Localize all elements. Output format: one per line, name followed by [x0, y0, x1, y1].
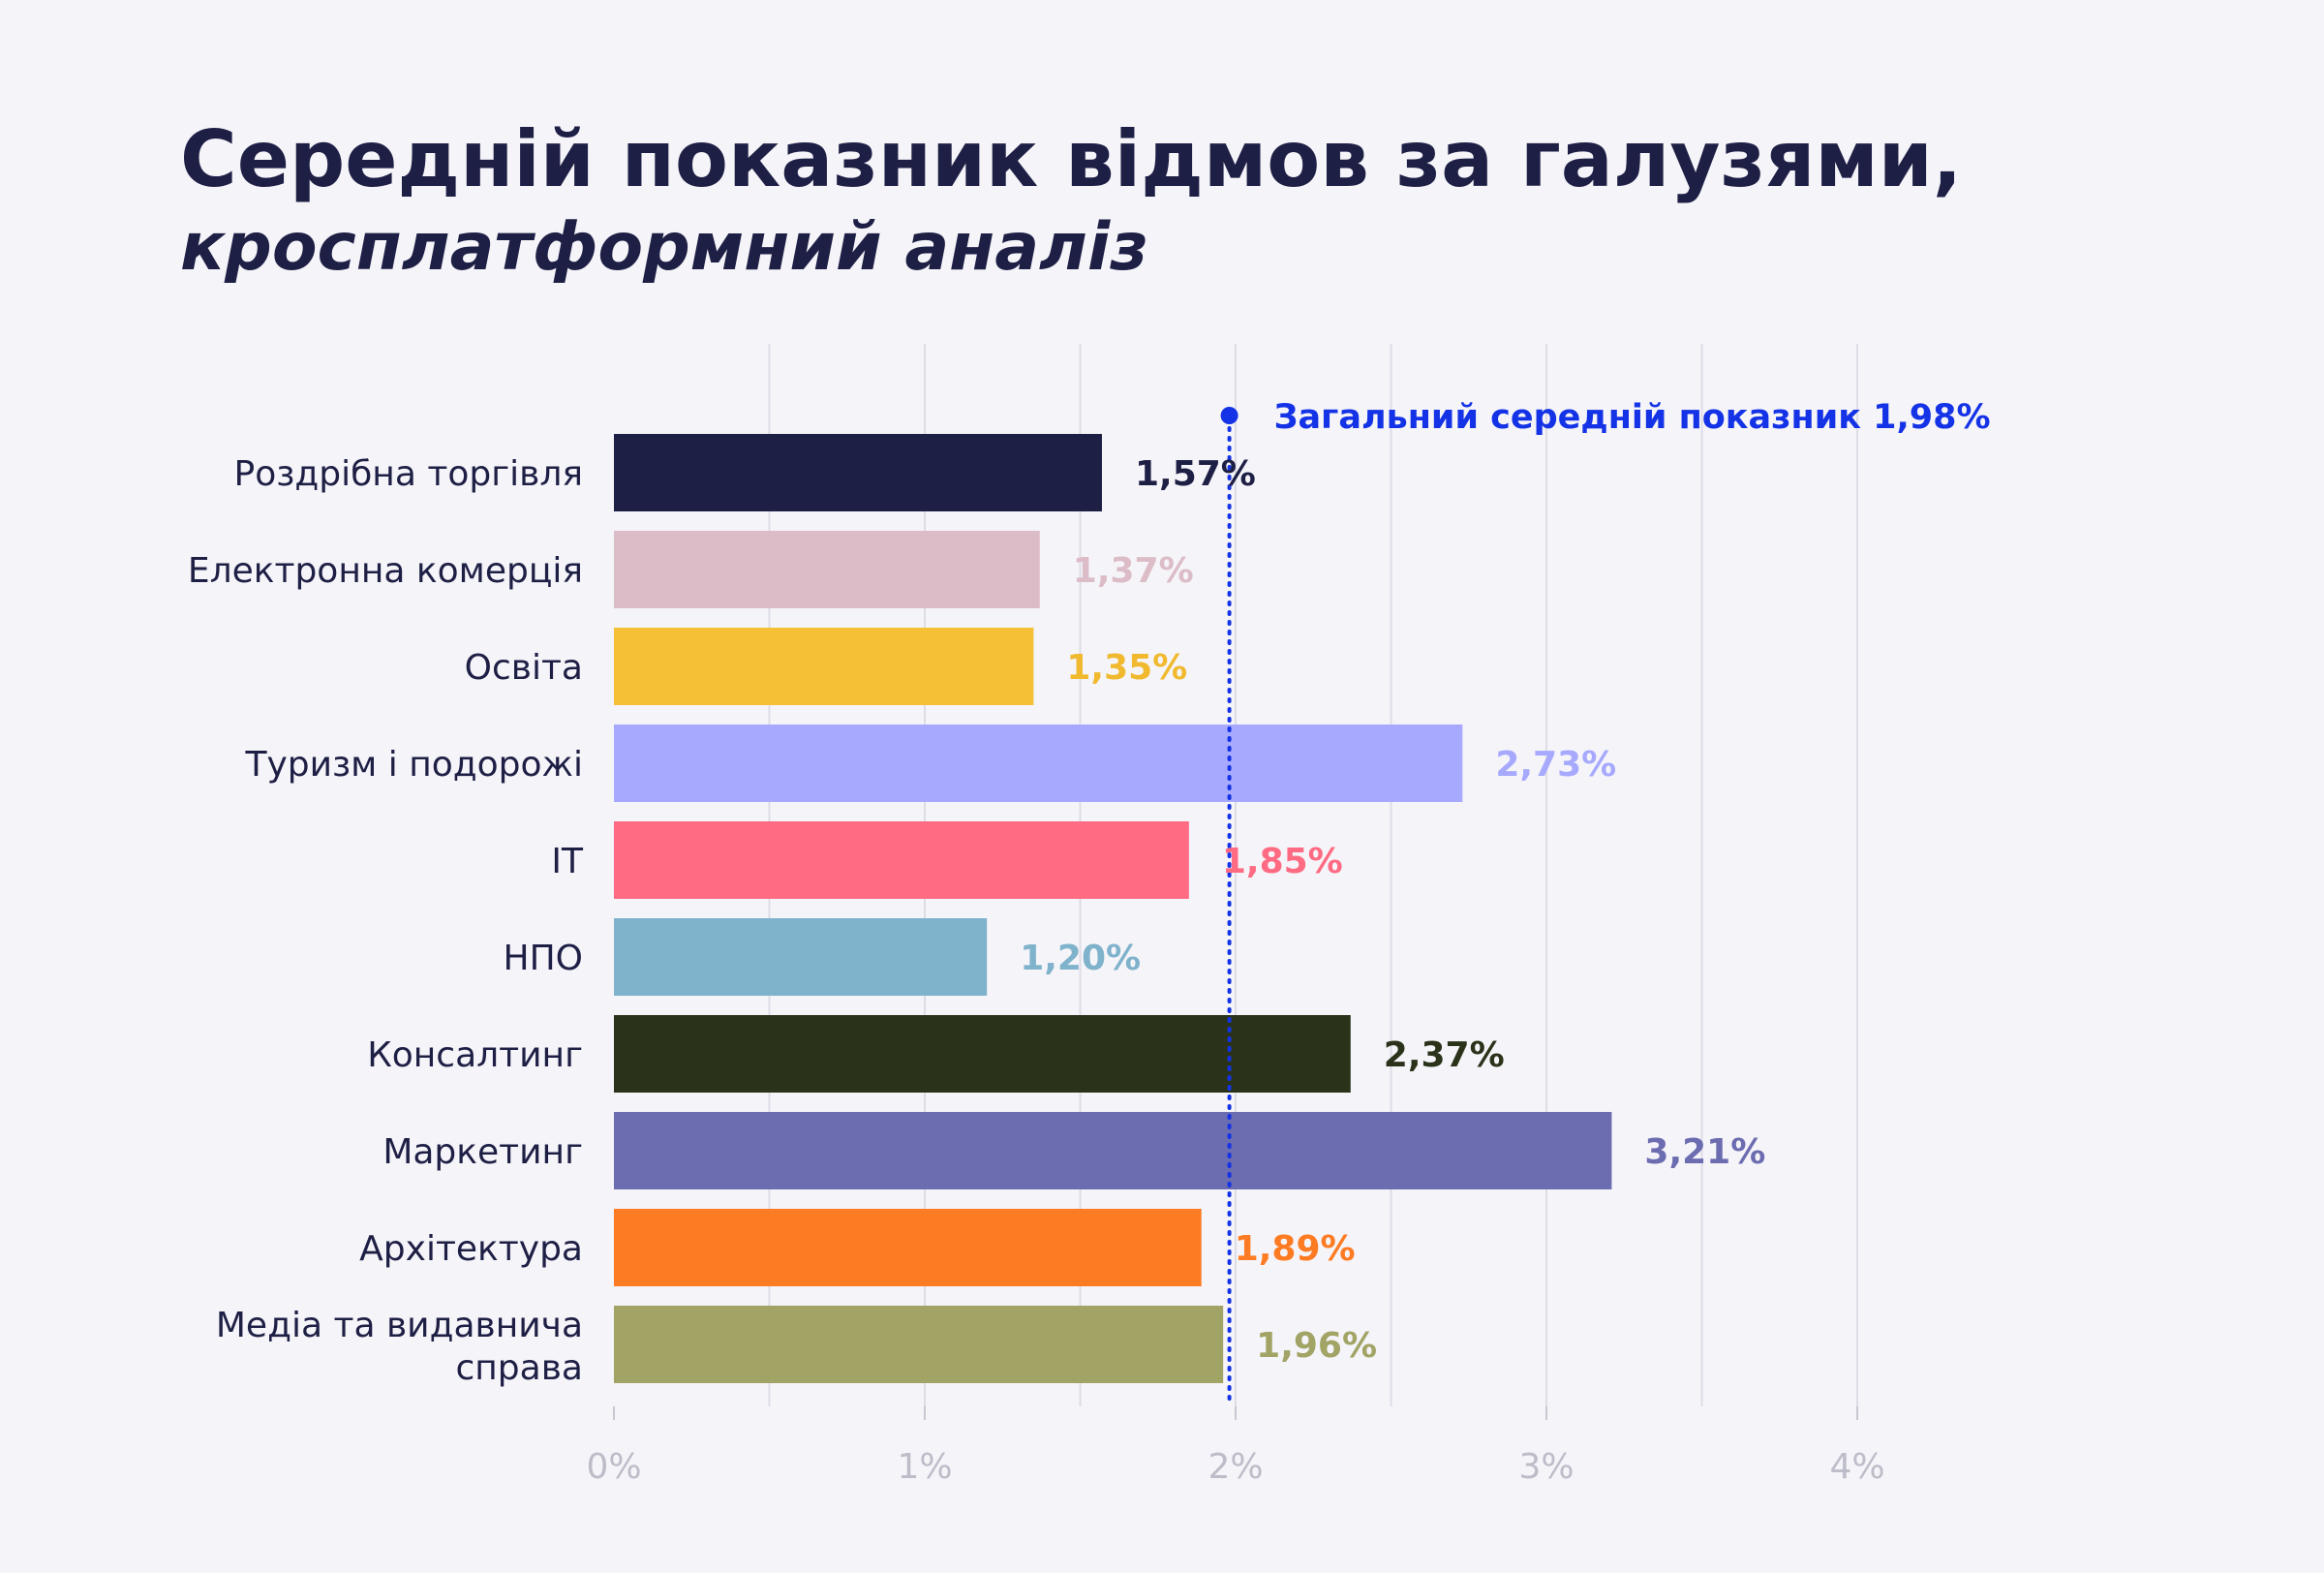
bar [614, 725, 1463, 802]
value-label: 1,35% [1066, 648, 1187, 688]
category-label: Освіта [465, 648, 583, 688]
reference-line-group: Загальний середній показник 1,98% [1220, 398, 1991, 1408]
bar [614, 1112, 1612, 1189]
category-label: Електронна комерція [188, 551, 583, 591]
value-label: 1,20% [1020, 939, 1141, 978]
category-label: Консалтинг [367, 1035, 583, 1075]
category-label: Маркетинг [382, 1132, 583, 1172]
chart-title: Середній показник відмов за галузями, [180, 114, 1963, 204]
bar [614, 821, 1189, 899]
value-label: 1,96% [1256, 1326, 1377, 1366]
value-label: 1,57% [1135, 454, 1256, 494]
x-tick-label: 1% [897, 1447, 952, 1487]
bar [614, 1015, 1351, 1093]
labels: Роздрібна торгівля 1,57% Електронна комерц… [188, 454, 1765, 1388]
category-label: IT [551, 842, 584, 881]
chart-subtitle: кросплатформний аналіз [180, 209, 1148, 286]
value-label: 1,89% [1235, 1229, 1356, 1269]
bars [614, 434, 1612, 1383]
x-tick-label: 4% [1829, 1447, 1884, 1487]
x-tick-label: 0% [586, 1447, 641, 1487]
average-label: Загальний середній показник 1,98% [1274, 398, 1991, 437]
bar [614, 531, 1040, 608]
value-label: 2,73% [1495, 745, 1616, 785]
value-label: 3,21% [1644, 1132, 1765, 1172]
bar [614, 1306, 1224, 1383]
bar [614, 434, 1102, 511]
average-marker-dot [1220, 407, 1238, 424]
bar [614, 918, 988, 996]
category-label: НПО [504, 939, 583, 978]
category-label: Роздрібна торгівля [233, 454, 583, 494]
category-label: Медіа та видавнича справа [216, 1306, 583, 1388]
category-label: Архітектура [359, 1229, 583, 1269]
bar [614, 628, 1034, 705]
x-tick-label: 2% [1208, 1447, 1263, 1487]
value-label: 1,85% [1222, 842, 1343, 881]
category-label: Туризм і подорожі [244, 745, 583, 785]
value-label: 2,37% [1384, 1035, 1505, 1075]
value-label: 1,37% [1073, 551, 1194, 591]
x-tick-label: 3% [1518, 1447, 1574, 1487]
bar [614, 1209, 1202, 1286]
x-axis: 0% 1% 2% 3% 4% [586, 1405, 1982, 1487]
